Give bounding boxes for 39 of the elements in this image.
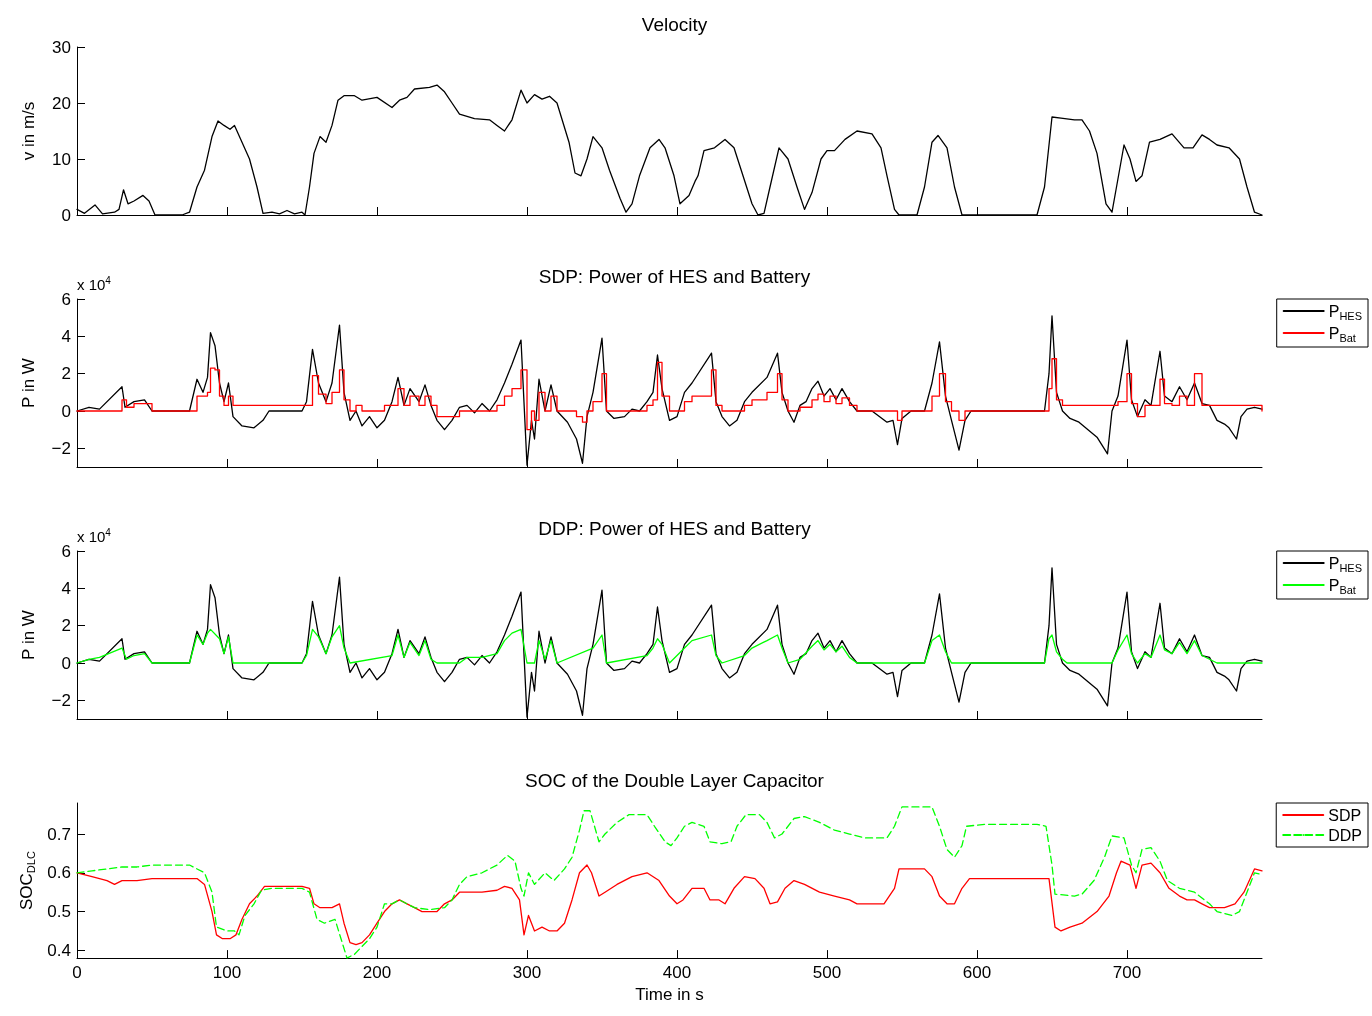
chart-title: SOC of the Double Layer Capacitor [525, 770, 825, 791]
line-series [76, 806, 1263, 959]
x-tick-label: 700 [1112, 963, 1142, 983]
y-tick-label: 6 [61, 541, 71, 561]
y-tick-label: −2 [51, 690, 71, 710]
y-tick-label: 2 [61, 364, 71, 384]
y-tick-label: 0.7 [47, 824, 71, 844]
y-axis-title: SOCDLC [16, 851, 37, 910]
y-tick-label: −2 [51, 438, 71, 458]
chart-title: DDP: Power of HES and Battery [538, 518, 812, 539]
legend-label: SDP [1328, 806, 1362, 824]
y-tick-label: 0 [61, 401, 71, 421]
y-tick-label: 4 [61, 326, 71, 346]
y-tick-label: 10 [52, 149, 71, 169]
legend-label: DDP [1328, 826, 1362, 844]
x-tick-label: 300 [512, 963, 542, 983]
line-series [76, 860, 1263, 946]
y-tick-label: 6 [61, 289, 71, 309]
chart-title: Velocity [641, 14, 708, 35]
x-tick-label: 400 [662, 963, 692, 983]
y-tick-label: 0 [61, 205, 71, 225]
y-tick-label: 30 [52, 37, 71, 57]
x-tick-label: 600 [962, 963, 992, 983]
x-tick-label: 500 [812, 963, 842, 983]
x-axis-title: Time in s [635, 985, 704, 1004]
line-series [76, 625, 1263, 664]
y-tick-label: 4 [61, 578, 71, 598]
y-tick-label: 0.6 [47, 863, 71, 883]
y-tick-label: 0.5 [47, 902, 71, 922]
chart-title: SDP: Power of HES and Battery [538, 266, 811, 287]
x-tick-label: 100 [212, 963, 242, 983]
y-axis-title: P in W [19, 358, 38, 408]
y-tick-label: 0 [61, 653, 71, 673]
x-tick-label: 200 [362, 963, 392, 983]
y-tick-label: 2 [61, 616, 71, 636]
y-tick-label: 0.4 [47, 940, 71, 960]
y-axis-title: v in m/s [19, 101, 38, 161]
y-tick-label: 20 [52, 93, 71, 113]
y-axis-title: P in W [19, 610, 38, 660]
